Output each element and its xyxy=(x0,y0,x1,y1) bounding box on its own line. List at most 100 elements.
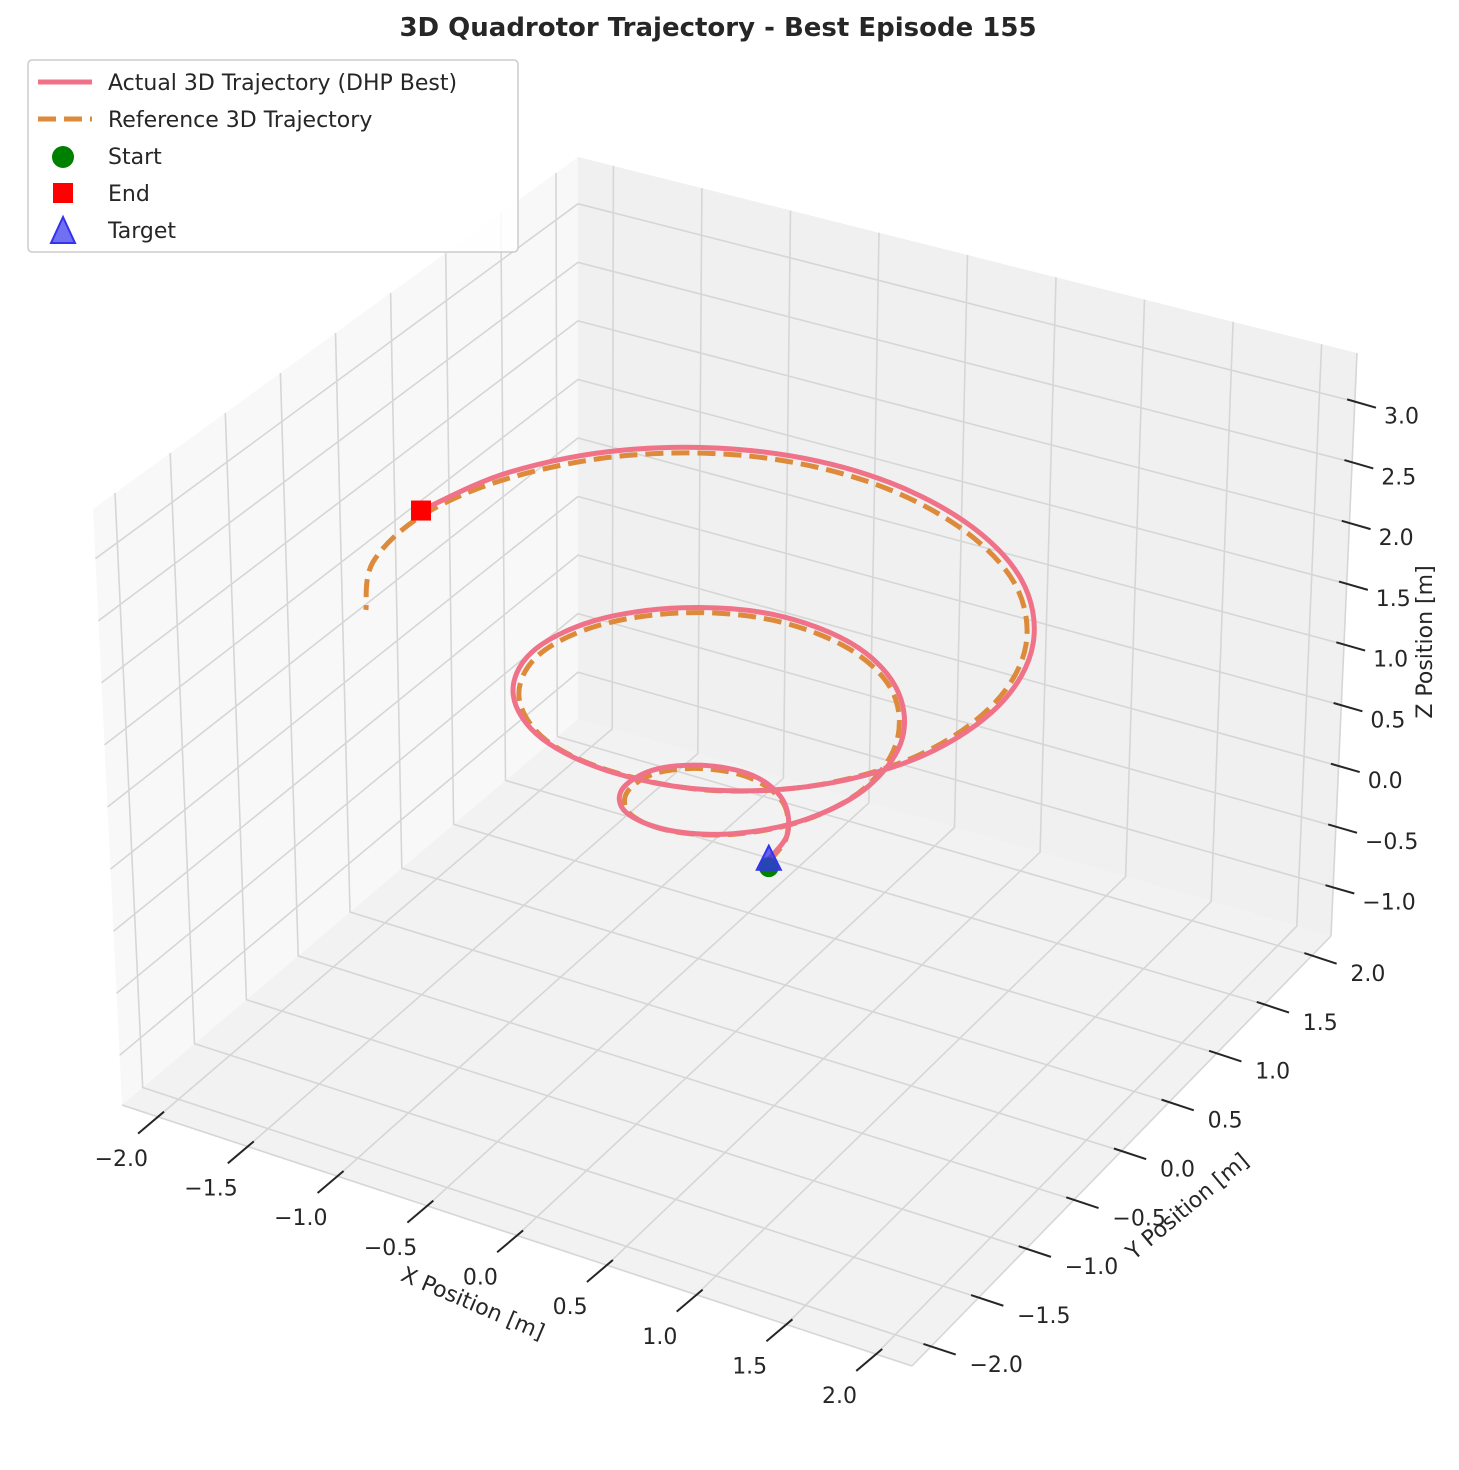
z-axis-label: Z Position [m] xyxy=(1413,565,1438,718)
z-tick-mark xyxy=(1338,580,1369,591)
y-grid-line xyxy=(334,332,1122,1152)
y-tick-label: 1.0 xyxy=(1255,1060,1290,1085)
x-grid-line xyxy=(336,210,792,1177)
x-tick-label: 2.0 xyxy=(822,1384,857,1409)
x-grid-line xyxy=(426,232,880,1207)
marker-end xyxy=(411,500,432,521)
x-grid-line xyxy=(785,321,1234,1326)
legend-label-reference: Reference 3D Trajectory xyxy=(108,108,372,133)
x-grid-line xyxy=(695,299,1146,1296)
z-tick-label: 1.5 xyxy=(1376,587,1411,612)
x-tick-label: 1.0 xyxy=(642,1325,677,1350)
z-grid-line xyxy=(110,495,1342,870)
y-grid-line xyxy=(279,372,1075,1201)
x-tick-label: −1.5 xyxy=(184,1177,237,1202)
y-tick-label: −1.0 xyxy=(1065,1255,1118,1280)
z-grid-line xyxy=(112,554,1339,932)
x-grid-line xyxy=(875,344,1323,1355)
z-tick-label: 1.0 xyxy=(1373,648,1408,673)
legend-marker-end xyxy=(53,183,73,203)
y-grid-line xyxy=(500,212,1265,1006)
y-grid-line xyxy=(389,292,1170,1103)
legend: Actual 3D Trajectory (DHP Best) Referenc… xyxy=(27,59,519,253)
z-tick-label: 2.0 xyxy=(1379,526,1414,551)
x-tick-label: 0.0 xyxy=(463,1266,498,1291)
z-tick-mark xyxy=(1336,641,1366,652)
x-tick-mark xyxy=(855,1348,883,1372)
grid-lines xyxy=(94,165,1355,1355)
tick-marks: −2.0 −1.5 −1.0 −0.5 0.0 0.5 1.0 1.5 2.0 −2.0 −1.5 −… xyxy=(95,398,1419,1409)
chart-title: 3D Quadrotor Trajectory - Best Episode 1… xyxy=(399,13,1036,43)
z-tick-mark xyxy=(1344,459,1374,470)
y-tick-label: −0.5 xyxy=(1112,1206,1165,1231)
y-tick-label: −1.5 xyxy=(1017,1304,1070,1329)
y-tick-mark xyxy=(1065,1196,1099,1209)
z-grid-line xyxy=(119,671,1334,1056)
x-tick-mark xyxy=(316,1170,345,1194)
legend-marker-start xyxy=(52,146,74,168)
x-tick-label: −0.5 xyxy=(364,1236,417,1261)
z-tick-label: 0.5 xyxy=(1370,708,1405,733)
z-grid-line xyxy=(94,202,1355,560)
y-grid-line xyxy=(444,252,1217,1055)
y-tick-label: 1.5 xyxy=(1303,1011,1338,1036)
y-tick-mark xyxy=(1018,1245,1052,1258)
z-tick-mark xyxy=(1330,762,1360,774)
x-tick-mark xyxy=(765,1318,794,1343)
left-pane xyxy=(93,157,578,1105)
z-tick-label: 3.0 xyxy=(1384,405,1419,430)
legend-label-actual: Actual 3D Trajectory (DHP Best) xyxy=(108,71,457,96)
data-markers xyxy=(411,500,783,878)
z-grid-line xyxy=(116,612,1337,994)
y-tick-label: −2.0 xyxy=(970,1353,1023,1378)
x-tick-mark xyxy=(137,1110,165,1135)
y-grid-line xyxy=(114,492,932,1348)
y-tick-label: 0.0 xyxy=(1160,1157,1195,1182)
series-reference-line xyxy=(363,450,1030,864)
y-tick-mark xyxy=(1304,952,1337,965)
y-tick-mark xyxy=(1256,1000,1290,1014)
legend-label-target: Target xyxy=(107,219,176,244)
x-tick-mark xyxy=(227,1140,255,1165)
z-tick-mark xyxy=(1325,884,1355,895)
marker-target xyxy=(755,843,783,871)
y-tick-mark xyxy=(923,1342,957,1356)
z-tick-mark xyxy=(1346,398,1377,409)
x-grid-line xyxy=(157,165,615,1118)
y-grid-line xyxy=(555,172,1313,957)
z-grid-line xyxy=(107,437,1345,808)
z-grid-line xyxy=(97,261,1353,622)
x-grid-line xyxy=(247,188,703,1148)
legend-label-end: End xyxy=(108,182,150,207)
x-tick-label: −1.0 xyxy=(274,1206,327,1231)
z-tick-mark xyxy=(1333,702,1363,713)
x-tick-mark xyxy=(586,1259,614,1283)
y-tick-mark xyxy=(970,1294,1004,1307)
legend-label-start: Start xyxy=(108,145,162,170)
y-tick-mark xyxy=(1161,1098,1195,1112)
y-tick-label: 2.0 xyxy=(1350,962,1385,987)
x-tick-label: 0.5 xyxy=(553,1295,588,1320)
z-tick-label: −1.0 xyxy=(1362,891,1415,916)
y-tick-mark xyxy=(1208,1049,1242,1063)
y-grid-line xyxy=(169,452,979,1299)
x-tick-label: 1.5 xyxy=(732,1355,767,1380)
x-tick-mark xyxy=(496,1229,524,1254)
series-actual-line xyxy=(420,444,1037,861)
z-grid-line xyxy=(104,378,1347,746)
z-tick-mark xyxy=(1341,519,1371,531)
x-tick-label: −2.0 xyxy=(95,1147,148,1172)
y-grid-line xyxy=(224,412,1027,1250)
data-series xyxy=(363,444,1037,864)
legend-marker-target xyxy=(49,214,77,244)
z-tick-mark xyxy=(1327,823,1358,834)
z-tick-label: −0.5 xyxy=(1365,830,1418,855)
x-tick-mark xyxy=(406,1199,434,1224)
x-tick-mark xyxy=(676,1288,704,1313)
y-tick-mark xyxy=(1113,1147,1147,1161)
x-grid-line xyxy=(606,277,1057,1266)
legend-frame xyxy=(27,59,519,253)
y-tick-label: 0.5 xyxy=(1208,1109,1243,1134)
axis-panes xyxy=(93,157,1357,1366)
